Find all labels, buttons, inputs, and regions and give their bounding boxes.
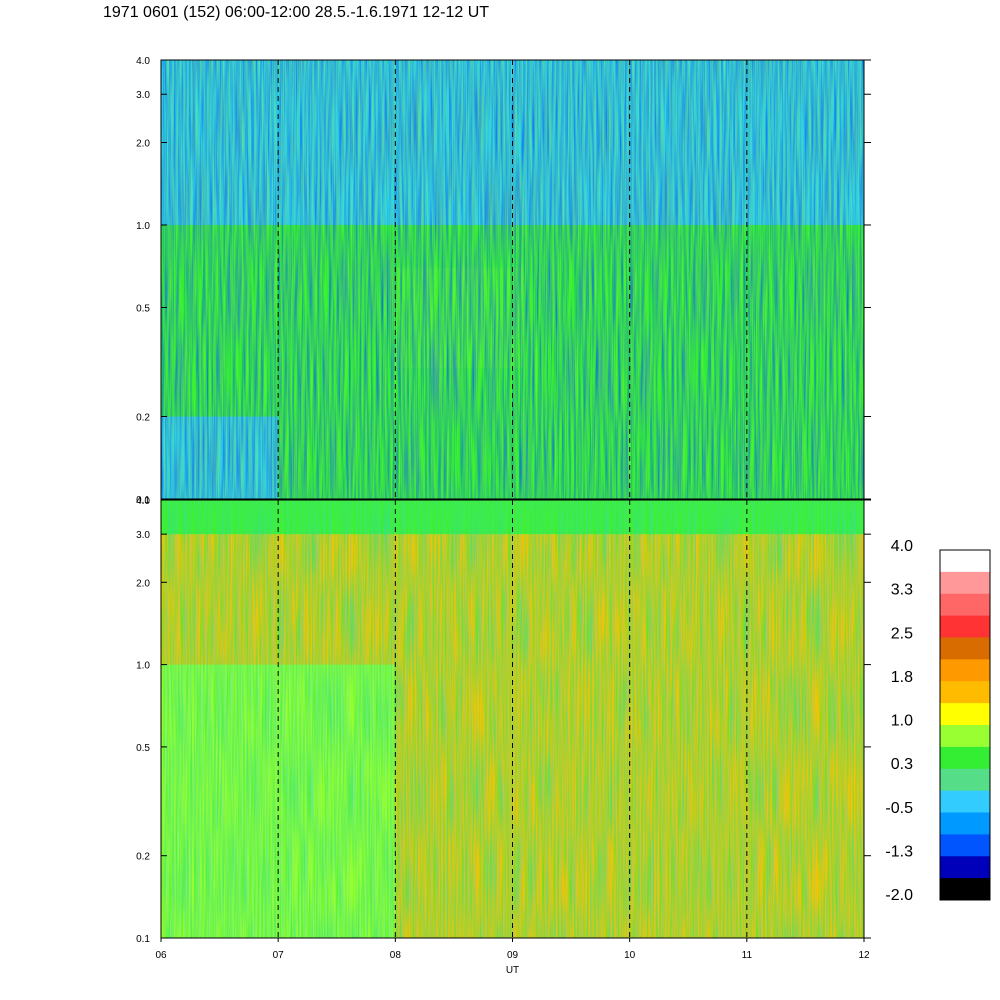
colorbar-label: 4.0: [891, 538, 913, 555]
x-tick-label: 08: [390, 950, 402, 961]
colorbar-label: 2.5: [891, 625, 913, 642]
colorbar-label: 3.3: [891, 582, 913, 599]
colorbar-swatch: [940, 790, 990, 813]
colorbar-label: 1.0: [891, 713, 913, 730]
y-tick-label: 4.0: [136, 56, 150, 67]
y-tick-label: 0.5: [136, 743, 150, 754]
colorbar-swatch: [940, 856, 990, 879]
chart-title: 1971 0601 (152) 06:00-12:00 28.5.-1.6.19…: [103, 4, 490, 21]
x-tick-label: 12: [858, 950, 870, 961]
panel-frame: [160, 59, 865, 500]
colorbar-swatch: [940, 703, 990, 726]
y-tick-label: 1.0: [136, 221, 150, 232]
colorbar-swatch: [940, 746, 990, 770]
y-tick-label: 0.1: [136, 934, 150, 945]
x-tick-label: 10: [624, 950, 636, 961]
colorbar-label: -2.0: [885, 887, 913, 904]
colorbar-swatch: [940, 659, 990, 682]
colorbar-swatch: [940, 593, 990, 617]
y-tick-label: 0.2: [136, 852, 150, 863]
colorbar-swatch: [940, 615, 990, 638]
colorbar-swatch: [940, 725, 990, 748]
colorbar-frame: [939, 549, 991, 901]
colorbar-label: -1.3: [885, 843, 913, 860]
colorbar-swatch: [940, 768, 990, 792]
x-tick-label: 06: [155, 950, 167, 961]
y-tick-label: 0.2: [136, 413, 150, 424]
x-tick-label: 11: [742, 950, 753, 961]
x-tick-label: 09: [507, 950, 519, 961]
colorbar-swatch: [940, 681, 990, 704]
colorbar-swatch: [940, 571, 990, 595]
colorbar-swatch: [940, 878, 990, 901]
y-tick-label: 3.0: [136, 530, 150, 541]
colorbar-label: 0.3: [891, 756, 913, 773]
colorbar-label: -0.5: [885, 800, 913, 817]
x-tick-label: 07: [273, 950, 285, 961]
colorbar-swatch: [940, 812, 990, 835]
heatmap-streaks: [164, 60, 864, 499]
colorbar-swatch: [940, 637, 990, 660]
colorbar-swatch: [940, 550, 990, 573]
colorbar-swatch: [940, 834, 990, 857]
y-tick-label: 4.0: [136, 496, 150, 507]
colorbar-label: 1.8: [891, 669, 913, 686]
y-tick-label: 0.1: [136, 495, 150, 506]
y-tick-label: 0.5: [136, 303, 150, 314]
y-tick-label: 2.0: [136, 138, 150, 149]
y-tick-label: 2.0: [136, 578, 150, 589]
heatmap-panel-lower: 0.1 0.2 0.5 1.0 2.0 3.0 4.0 06 07 08 09 10 11 12 UT: [136, 496, 871, 976]
x-axis-label: UT: [506, 965, 519, 976]
heatmap-streaks: [164, 500, 864, 938]
y-tick-label: 1.0: [136, 661, 150, 672]
y-tick-label: 3.0: [136, 90, 150, 101]
heatmap-panel-upper: 0.1 0.2 0.5 1.0 2.0 3.0 4.0: [136, 56, 871, 506]
